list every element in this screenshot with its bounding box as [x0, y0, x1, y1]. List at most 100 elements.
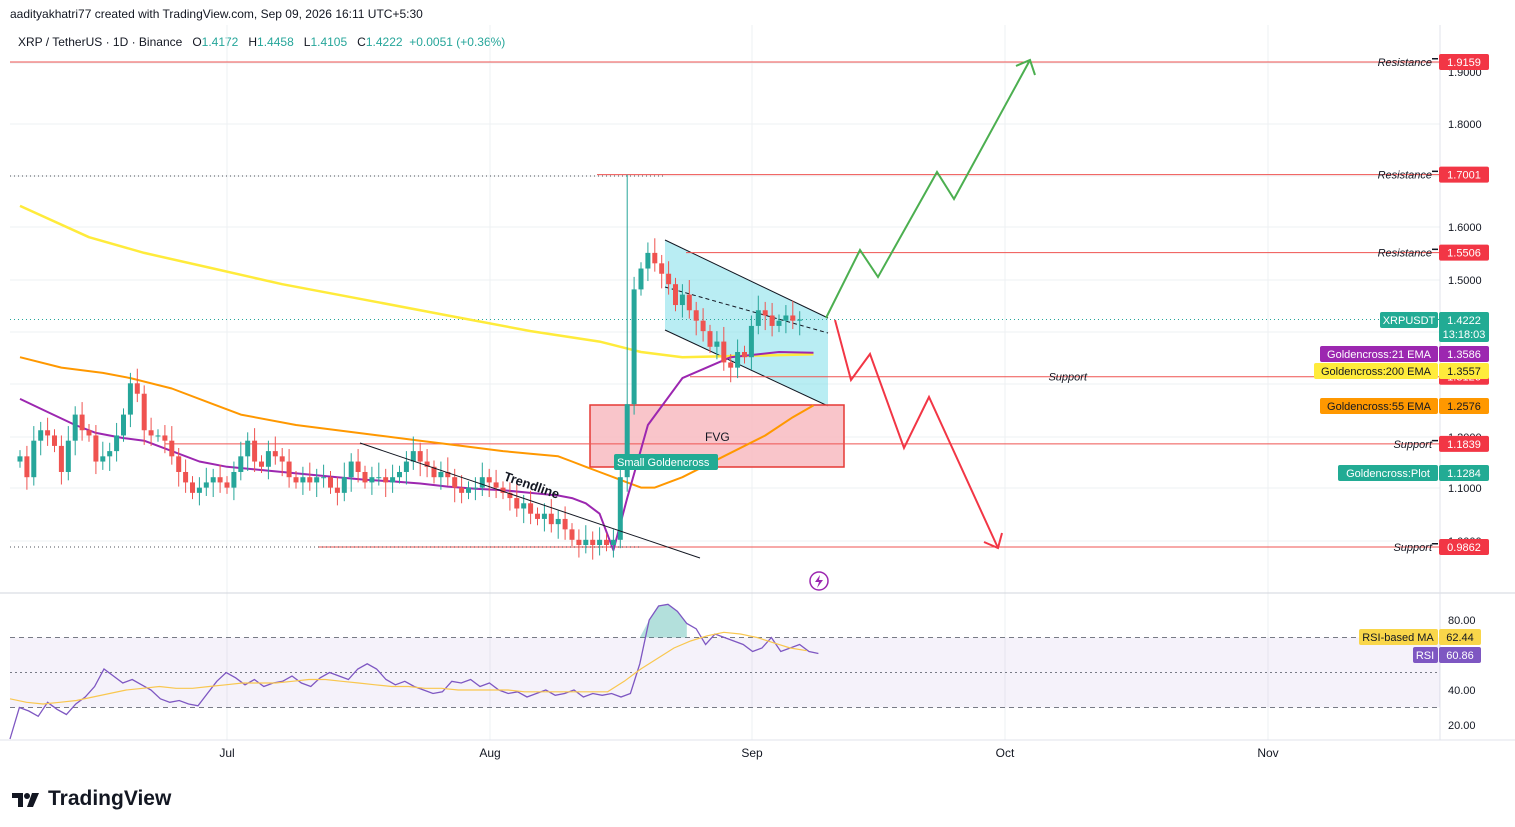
- candle-body: [748, 325, 754, 358]
- candle: [183, 459, 189, 493]
- candle-body: [203, 482, 209, 488]
- rsi-tick-label: 20.00: [1448, 720, 1476, 732]
- candle: [107, 442, 113, 471]
- candle-body: [438, 471, 444, 478]
- candle-body: [541, 513, 547, 519]
- candle: [459, 475, 465, 504]
- indicator-label-tag: [1380, 312, 1438, 328]
- candle-body: [38, 430, 44, 441]
- rsi-pane: [9, 603, 1440, 740]
- candle: [472, 477, 478, 501]
- candle-body: [376, 477, 382, 479]
- candle: [693, 301, 699, 336]
- candle-body: [590, 539, 596, 546]
- candle-body: [217, 477, 223, 483]
- level-price-value: 1.7001: [1447, 170, 1481, 182]
- low-value: 1.4105: [310, 35, 348, 49]
- tradingview-logo-icon: [12, 793, 39, 807]
- candle-body: [17, 456, 23, 462]
- candle: [86, 423, 92, 442]
- time-axis[interactable]: Jul Aug Sep Oct Nov: [219, 746, 1278, 760]
- candle-body: [279, 456, 285, 462]
- candle: [169, 426, 175, 465]
- candle-body: [631, 289, 637, 405]
- candle: [328, 470, 333, 494]
- candle: [93, 425, 99, 475]
- time-tick-label: Sep: [741, 746, 763, 760]
- time-tick-label: Aug: [479, 746, 500, 760]
- candle: [493, 469, 499, 499]
- candle-body: [238, 456, 244, 472]
- candle: [397, 465, 402, 484]
- candle: [176, 447, 182, 487]
- candle: [272, 436, 278, 465]
- symbol-ohlc-bar: XRP / TetherUS · 1D · Binance O1.4172 H1…: [18, 35, 505, 49]
- level-price-tag: [1439, 244, 1489, 261]
- candle-body: [569, 529, 575, 540]
- flash-icon-bolt: [815, 575, 823, 588]
- candle: [210, 468, 216, 498]
- indicator-value-tag: [1439, 346, 1489, 362]
- candle: [403, 451, 409, 485]
- candle: [748, 315, 754, 370]
- candle-body: [659, 263, 665, 274]
- candle: [790, 300, 796, 330]
- candle: [127, 372, 133, 428]
- candle: [52, 429, 57, 453]
- candle: [431, 460, 437, 484]
- high-value: 1.4458: [257, 35, 294, 49]
- candle-body: [528, 503, 534, 514]
- candle-body: [362, 471, 368, 483]
- candle: [742, 345, 747, 364]
- candle-body: [24, 456, 30, 478]
- candle: [307, 462, 313, 491]
- candle-body: [500, 487, 506, 493]
- candle: [300, 466, 306, 495]
- candle: [217, 464, 223, 493]
- trendline: [359, 442, 701, 559]
- candle-body: [686, 294, 692, 311]
- symbol-title[interactable]: XRP / TetherUS · 1D · Binance: [18, 35, 183, 49]
- indicator-label-tag: [1320, 346, 1438, 362]
- indicator-label: Goldencross:21 EMA: [1327, 349, 1432, 361]
- candle: [645, 242, 651, 282]
- candle: [376, 462, 382, 486]
- level-price-tag: [1439, 166, 1489, 183]
- candle: [334, 477, 340, 506]
- candle: [410, 436, 416, 470]
- candle: [196, 477, 202, 506]
- candle: [259, 455, 264, 474]
- candle: [576, 529, 582, 558]
- candle: [638, 262, 644, 296]
- price-axis[interactable]: 1.90001.80001.60001.50001.20001.10001.00…: [1314, 54, 1489, 732]
- candle: [355, 449, 361, 483]
- level-price-tag: [1439, 539, 1489, 555]
- candle-body: [762, 310, 768, 316]
- candle-body: [521, 503, 527, 509]
- candle: [134, 368, 140, 403]
- level-label-support: Support: [1048, 372, 1087, 384]
- candle-body: [286, 461, 292, 478]
- candle-body: [100, 456, 106, 462]
- candle: [666, 261, 672, 295]
- candle: [265, 440, 271, 480]
- candle-body: [514, 498, 520, 509]
- candle: [141, 385, 147, 445]
- candle: [224, 476, 230, 494]
- candle: [17, 450, 23, 468]
- bearish-projection: [834, 319, 999, 549]
- indicator-label-tag: [1320, 398, 1438, 414]
- candle-body: [707, 331, 713, 347]
- candle-body: [679, 294, 685, 306]
- level-price-tag: [1439, 54, 1489, 70]
- candle: [686, 280, 692, 319]
- candle-body: [86, 430, 92, 436]
- tradingview-brand[interactable]: TradingView: [12, 787, 171, 811]
- change-value: +0.0051 (+0.36%): [409, 35, 506, 49]
- candle-body: [783, 315, 789, 321]
- candle: [438, 461, 444, 490]
- candle-body: [604, 539, 609, 546]
- candle-body: [452, 477, 458, 488]
- indicator-label: Goldencross:Plot: [1346, 468, 1430, 480]
